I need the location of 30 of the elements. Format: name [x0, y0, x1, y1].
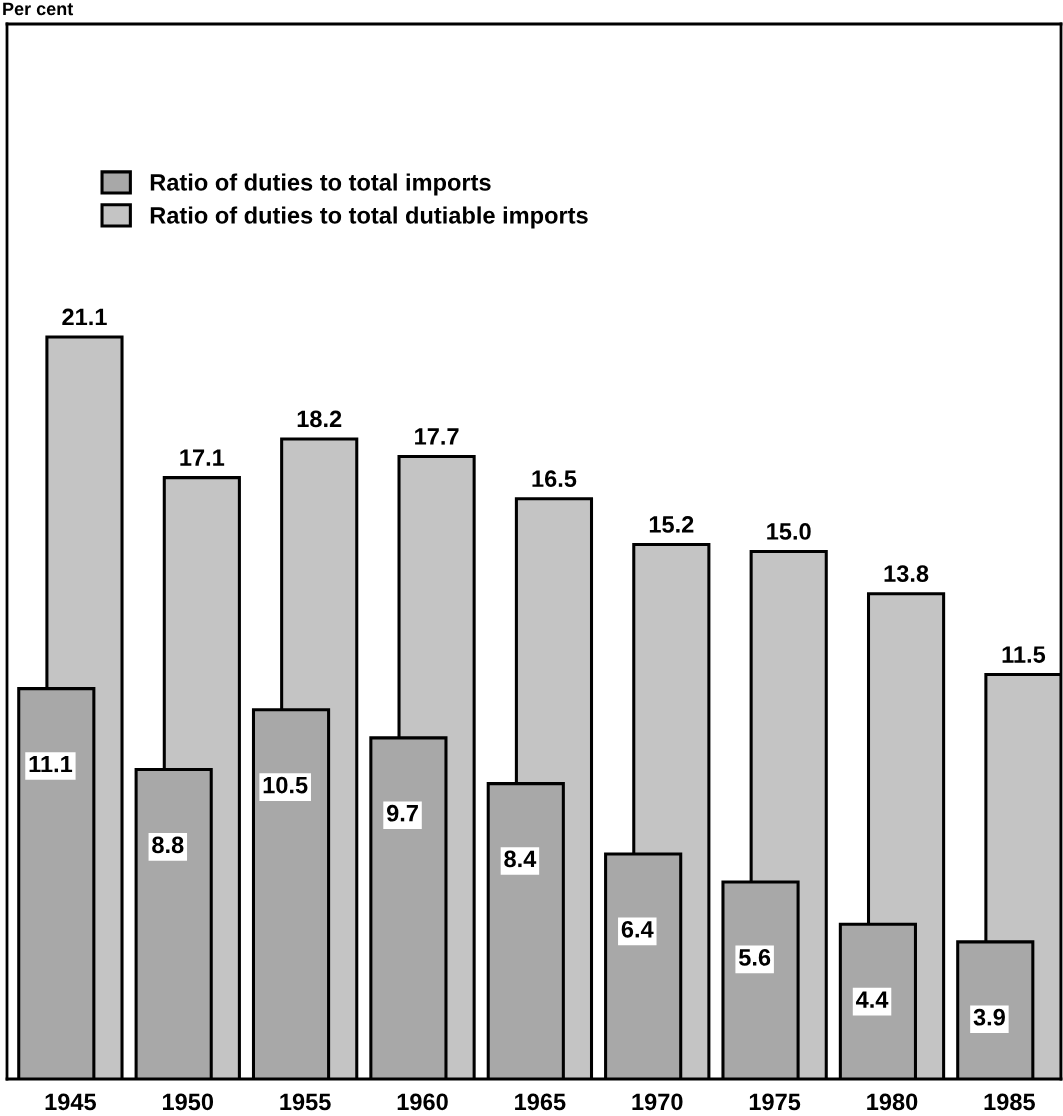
data-label: 5.6	[738, 949, 771, 966]
data-label: 17.7	[415, 428, 459, 445]
x-tick-label: 1965	[515, 1093, 566, 1111]
x-tick-label: 1980	[867, 1093, 918, 1111]
data-label: 8.8	[152, 836, 184, 854]
data-label: 15.2	[649, 516, 694, 533]
data-label: 21.1	[62, 308, 107, 326]
data-label: 9.7	[386, 804, 418, 822]
data-label: 18.2	[297, 410, 342, 428]
data-label: 15.0	[767, 523, 811, 540]
data-label: 6.4	[621, 920, 654, 938]
x-tick-label: 1985	[984, 1093, 1035, 1111]
data-label: 13.8	[884, 565, 929, 583]
data-label: 11.1	[29, 755, 73, 773]
x-tick-label: 1960	[397, 1093, 448, 1111]
data-label: 3.9	[973, 1008, 1005, 1026]
x-tick-label: 1945	[45, 1093, 96, 1111]
data-label: 17.1	[180, 449, 225, 466]
data-label: 8.4	[504, 850, 537, 868]
x-tick-label: 1950	[162, 1093, 214, 1111]
x-tick-label: 1970	[632, 1093, 683, 1111]
y-axis-title: Per cent	[3, 2, 74, 16]
data-label: 10.5	[263, 776, 308, 794]
data-label: 16.5	[532, 470, 577, 488]
legend-label: Ratio of duties to total imports	[150, 173, 491, 196]
data-label: 4.4	[855, 991, 889, 1008]
x-tick-label: 1955	[280, 1093, 331, 1111]
legend-label: Ratio of duties to total dutiable imports	[150, 206, 588, 229]
x-tick-label: 1975	[749, 1093, 801, 1111]
data-label: 11.5	[1002, 646, 1046, 663]
